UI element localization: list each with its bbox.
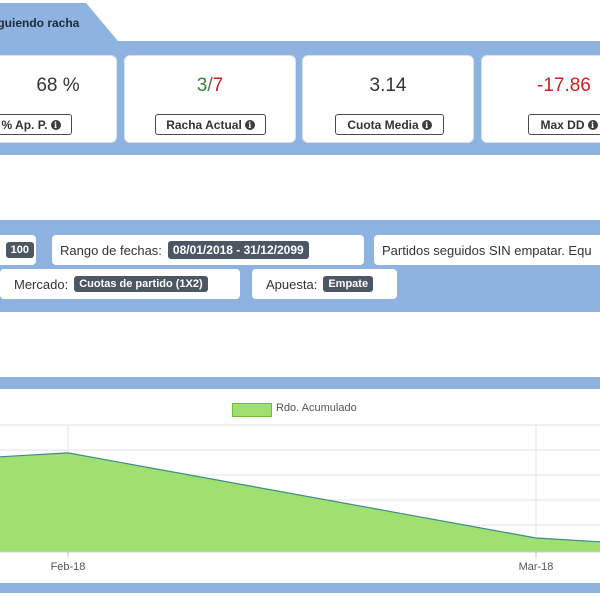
chart-top-band	[0, 377, 600, 389]
racha-separator: /	[207, 75, 213, 96]
ap-label[interactable]: % Ap. P. i	[0, 114, 72, 135]
ap-value: 68 %	[36, 75, 80, 96]
racha-max: 7	[212, 75, 224, 96]
page-title: Siguiendo racha	[0, 16, 80, 30]
cuota-label-text: Cuota Media	[347, 117, 419, 132]
info-icon[interactable]: i	[587, 119, 598, 130]
stat-card-racha: 3/7 Racha Actual i	[125, 56, 295, 142]
x-tick-label: Mar-18	[519, 561, 554, 573]
first-value: 100	[5, 242, 34, 258]
filter-mercado[interactable]: Mercado: Cuotas de partido (1X2)	[0, 269, 240, 299]
ap-label-text: % Ap. P.	[1, 117, 48, 132]
rango-label: Rango de fechas:	[60, 242, 162, 258]
racha-current: 3	[196, 75, 208, 96]
info-icon[interactable]: i	[244, 119, 255, 130]
stat-card-ap: 68 % % Ap. P. i	[0, 56, 116, 142]
x-tick-label: Feb-18	[51, 561, 86, 573]
legend-swatch[interactable]	[232, 403, 272, 417]
legend-label[interactable]: Rdo. Acumulado	[276, 402, 357, 414]
info-icon[interactable]: i	[50, 119, 61, 130]
filter-apuesta[interactable]: Apuesta: Empate	[252, 269, 397, 299]
cuota-label[interactable]: Cuota Media i	[335, 114, 444, 135]
stat-card-cuota: 3.14 Cuota Media i	[303, 56, 473, 142]
apuesta-label: Apuesta:	[266, 276, 318, 292]
chart-svg: Feb-18 Mar-18	[0, 424, 600, 573]
mercado-value: Cuotas de partido (1X2)	[74, 276, 208, 292]
apuesta-value: Empate	[323, 276, 374, 292]
series-area	[0, 452, 600, 552]
maxdd-label-text: Max DD	[540, 117, 585, 132]
filter-first[interactable]: 100	[0, 235, 36, 265]
maxdd-value: -17.86	[537, 75, 591, 96]
mercado-label: Mercado:	[14, 276, 69, 292]
maxdd-label[interactable]: Max DD i	[528, 114, 600, 135]
rango-value: 08/01/2018 - 31/12/2099	[167, 241, 309, 259]
racha-label[interactable]: Racha Actual i	[155, 114, 266, 135]
stat-card-maxdd: -17.86 Max DD i	[482, 56, 600, 142]
filter-rango[interactable]: Rango de fechas: 08/01/2018 - 31/12/2099	[52, 235, 364, 265]
racha-value: 3/7	[125, 75, 295, 97]
chart-bottom-band	[0, 583, 600, 593]
racha-label-text: Racha Actual	[166, 117, 242, 132]
filter-partidos[interactable]: Partidos seguidos SIN empatar. Equ	[374, 235, 600, 265]
cuota-value: 3.14	[369, 75, 407, 96]
series-line	[0, 452, 600, 543]
partidos-text: Partidos seguidos SIN empatar. Equ	[382, 242, 592, 258]
info-icon[interactable]: i	[421, 119, 432, 130]
